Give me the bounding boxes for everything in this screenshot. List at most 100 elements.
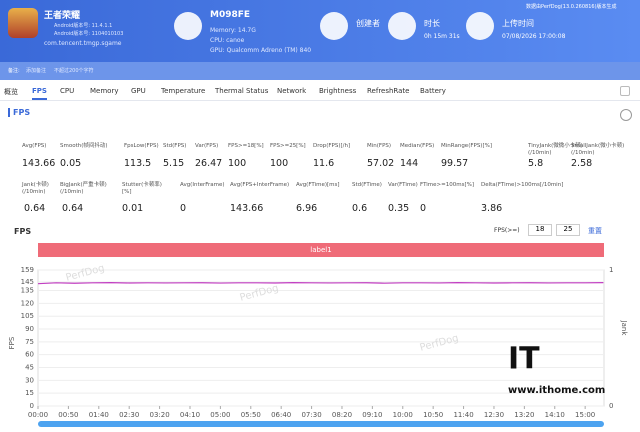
tab[interactable]: Memory <box>90 87 119 95</box>
tab[interactable]: Battery <box>420 87 446 95</box>
stat-value: 0.6 <box>352 203 368 214</box>
stat-label: Smooth(帧间抖动) <box>60 143 108 149</box>
x-tick-label: 09:10 <box>362 411 382 419</box>
stat-label: Delta(FTime)>100ms[/10min] <box>481 182 564 188</box>
threshold-label: FPS(>=) <box>494 227 520 234</box>
duration-value: 0h 15m 31s <box>424 33 460 40</box>
reset-button[interactable]: 重置 <box>588 227 602 235</box>
stat-value: 113.5 <box>124 158 152 169</box>
x-tick-label: 13:20 <box>514 411 534 419</box>
label-band-text: label1 <box>310 246 331 254</box>
stat-value: 6.96 <box>296 203 318 214</box>
stat-label: Var(FPS) <box>195 143 219 149</box>
y-tick-label: 0 <box>30 402 34 410</box>
stat-label: Median(FPS) <box>400 143 435 149</box>
stat-value: 143.66 <box>230 203 264 214</box>
tab[interactable]: CPU <box>60 87 75 95</box>
device-memory: Memory: 14.7G <box>210 27 256 34</box>
tab[interactable]: Brightness <box>319 87 357 95</box>
upload-value: 07/08/2026 17:00:08 <box>502 33 566 40</box>
duration-icon <box>388 12 416 40</box>
stat-label: Avg(InterFrame) <box>180 182 225 188</box>
y-tick-label: 145 <box>21 278 34 286</box>
y2-tick-label: 1 <box>609 266 613 274</box>
y2-axis-label: Jank <box>620 320 628 337</box>
app-version-code: Android版本号: 1104010103 <box>54 31 124 37</box>
report-note: 数据由PerfDog(13.0.260816)版本生成 <box>526 4 617 10</box>
stat-value: 0.64 <box>62 203 84 214</box>
chart-title: FPS <box>14 227 32 236</box>
x-tick-label: 01:40 <box>89 411 109 419</box>
y-tick-label: 75 <box>25 338 34 346</box>
stat-label: FpsLow(FPS) <box>124 143 159 149</box>
stat-label: Drop(FPS)[/h] <box>313 143 351 149</box>
app-name: 王者荣耀 <box>44 11 81 21</box>
remark-input[interactable]: 添加备注 <box>26 68 47 74</box>
stat-label: FTime>=100ms[%] <box>420 182 474 188</box>
stat-value: 143.66 <box>22 158 56 169</box>
logo: IT <box>508 342 540 377</box>
remark-hint: 不超过200个字符 <box>54 68 94 74</box>
tab[interactable]: Thermal Status <box>215 87 269 95</box>
threshold-input[interactable]: 18 <box>528 224 552 236</box>
stat-label: MinRange(FPS)[%] <box>441 143 492 149</box>
stat-label: SmallJank(微小卡顿)(/10min) <box>571 143 625 156</box>
app-package: com.tencent.tmgp.sgame <box>44 40 122 47</box>
stat-label: Std(FPS) <box>163 143 187 149</box>
duration-label: 时长 <box>424 19 440 28</box>
y-tick-label: 90 <box>25 325 34 333</box>
x-tick-label: 02:30 <box>119 411 139 419</box>
y-tick-label: 120 <box>21 299 34 307</box>
stat-value: 0 <box>420 203 427 214</box>
menu-button[interactable] <box>620 86 630 96</box>
device-icon <box>174 12 202 40</box>
tab[interactable]: Temperature <box>161 87 206 95</box>
header: 王者荣耀 Android版本号: 11.4.1.1 Android版本号: 11… <box>0 0 640 62</box>
device-name: M098FE <box>210 10 251 20</box>
creator-label: 创建者 <box>356 19 380 28</box>
stat-label: BigJank(严重卡顿)(/10min) <box>60 182 107 195</box>
y-tick-label: 60 <box>25 351 34 359</box>
device-cpu: CPU: canoe <box>210 37 245 44</box>
threshold-input[interactable]: 25 <box>556 224 580 236</box>
stat-value: 57.02 <box>367 158 395 169</box>
watermark: PerfDog <box>65 263 106 284</box>
stat-value: 2.58 <box>571 158 593 169</box>
tab[interactable]: FPS <box>32 87 47 100</box>
x-tick-label: 05:00 <box>210 411 230 419</box>
y-tick-label: 15 <box>25 389 34 397</box>
tab[interactable]: Network <box>277 87 307 95</box>
x-tick-label: 04:10 <box>180 411 200 419</box>
creator-icon <box>320 12 348 40</box>
upload-icon <box>466 12 494 40</box>
stat-label: Avg(FPS+InterFrame) <box>230 182 290 188</box>
stat-label: Jank(卡顿)(/10min) <box>22 182 49 195</box>
tab[interactable]: 概览 <box>4 88 18 96</box>
y-tick-label: 135 <box>21 287 34 295</box>
app-version: Android版本号: 11.4.1.1 <box>54 23 113 29</box>
stat-value: 99.57 <box>441 158 469 169</box>
x-tick-label: 00:00 <box>28 411 48 419</box>
stat-value: 0.35 <box>388 203 410 214</box>
stat-value: 5.15 <box>163 158 185 169</box>
stat-label: Min(FPS) <box>367 143 392 149</box>
y2-tick-label: 0 <box>609 402 613 410</box>
remark-label: 备注: <box>8 68 20 74</box>
x-tick-label: 03:20 <box>149 411 169 419</box>
stat-label: TinyJank(微微小卡顿)(/10min) <box>528 143 583 156</box>
tab[interactable]: GPU <box>131 87 146 95</box>
tab-bar: 概览 FPS CPU Memory GPU Temperature Thermal Stat… <box>0 82 640 101</box>
x-tick-label: 15:00 <box>575 411 595 419</box>
stat-value: 100 <box>228 158 247 169</box>
stat-value: 144 <box>400 158 419 169</box>
site: www.ithome.com <box>508 385 605 396</box>
remark-bar: 备注: 添加备注 不超过200个字符 <box>0 62 640 80</box>
y-tick-label: 159 <box>21 266 34 274</box>
y-tick-label: 105 <box>21 312 34 320</box>
upload-label: 上传时间 <box>502 19 534 28</box>
collapse-button[interactable] <box>620 109 632 121</box>
watermark: PerfDog <box>239 283 280 304</box>
stat-label: Stutter(卡顿率)[%] <box>122 182 162 195</box>
tab[interactable]: RefreshRate <box>367 87 410 95</box>
